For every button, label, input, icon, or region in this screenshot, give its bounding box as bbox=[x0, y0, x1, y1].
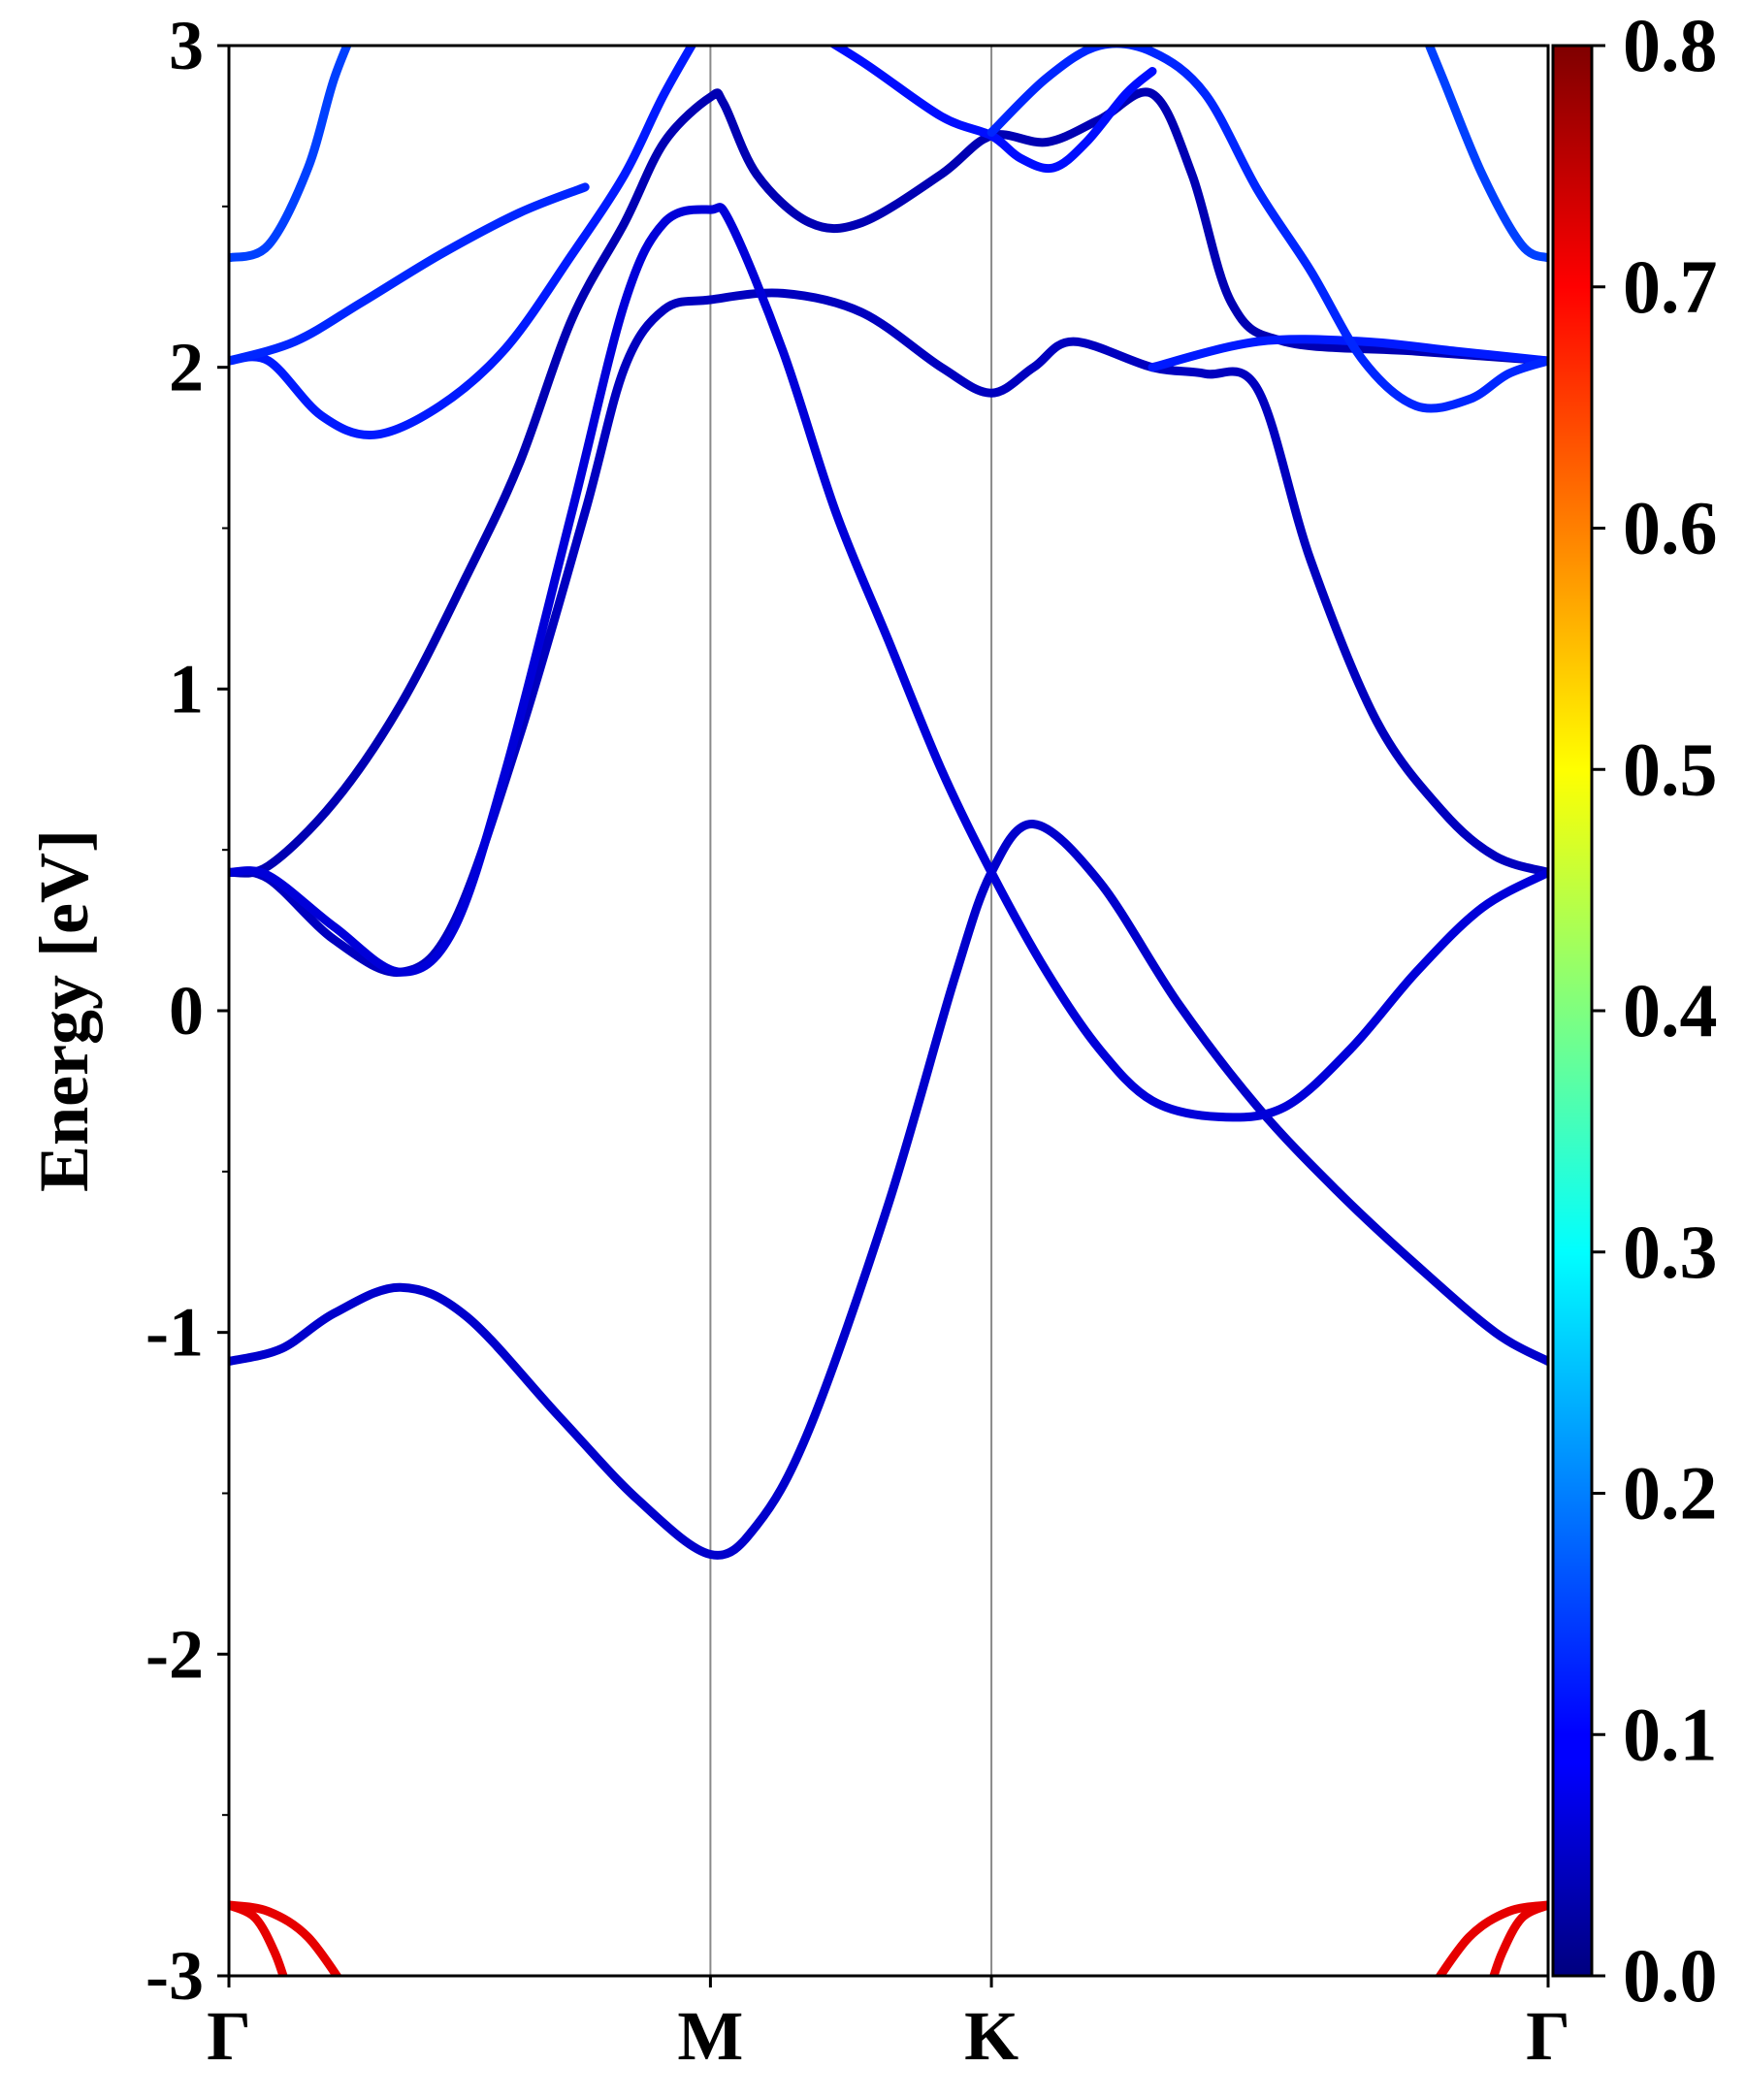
y-tick-label: 3 bbox=[169, 7, 204, 84]
colorbar-tick-label: 0.3 bbox=[1623, 1210, 1718, 1294]
y-axis: -3 -2 -1 0 1 2 3 bbox=[146, 7, 229, 2015]
colorbar-tick-label: 0.2 bbox=[1623, 1451, 1718, 1535]
y-axis-label: Energy [eV] bbox=[25, 829, 103, 1192]
x-tick-label: Γ bbox=[1526, 1997, 1570, 2075]
band-line bbox=[1424, 46, 1548, 263]
y-tick-label: 2 bbox=[169, 329, 204, 406]
colorbar-tick-label: 0.5 bbox=[1623, 727, 1718, 811]
band-line bbox=[229, 182, 590, 366]
x-tick-label: K bbox=[964, 1997, 1018, 2075]
colorbar-ticks: 0.0 0.1 0.2 0.3 0.4 0.5 0.6 0.7 0.8 bbox=[1592, 3, 1718, 2018]
y-tick-label: 0 bbox=[169, 972, 204, 1050]
band-line bbox=[229, 46, 352, 263]
band-line bbox=[229, 820, 1548, 1560]
band-line bbox=[229, 87, 1548, 878]
colorbar bbox=[1551, 44, 1594, 1978]
x-tick-label: M bbox=[677, 1997, 743, 2075]
y-tick-label: 1 bbox=[169, 650, 204, 727]
colorbar-tick-label: 0.4 bbox=[1623, 968, 1718, 1052]
band-line bbox=[827, 46, 1157, 174]
high-symmetry-lines bbox=[709, 46, 993, 1976]
band-line bbox=[229, 1900, 342, 1976]
colorbar-tick-label: 0.0 bbox=[1623, 1933, 1718, 2018]
y-tick-label: -2 bbox=[146, 1615, 204, 1693]
x-tick-label: Γ bbox=[207, 1997, 251, 2075]
colorbar-tick-label: 0.6 bbox=[1623, 486, 1718, 570]
colorbar-tick-label: 0.8 bbox=[1623, 3, 1718, 87]
band-line bbox=[229, 203, 1548, 1122]
band-line bbox=[1148, 335, 1548, 372]
colorbar-tick-label: 0.7 bbox=[1623, 244, 1718, 329]
band-lines bbox=[229, 46, 1548, 1976]
colorbar-tick-label: 0.1 bbox=[1623, 1692, 1718, 1776]
band-line bbox=[229, 46, 697, 439]
y-tick-label: -3 bbox=[146, 1937, 204, 2015]
y-tick-label: -1 bbox=[146, 1294, 204, 1372]
band-line bbox=[1435, 1900, 1548, 1976]
